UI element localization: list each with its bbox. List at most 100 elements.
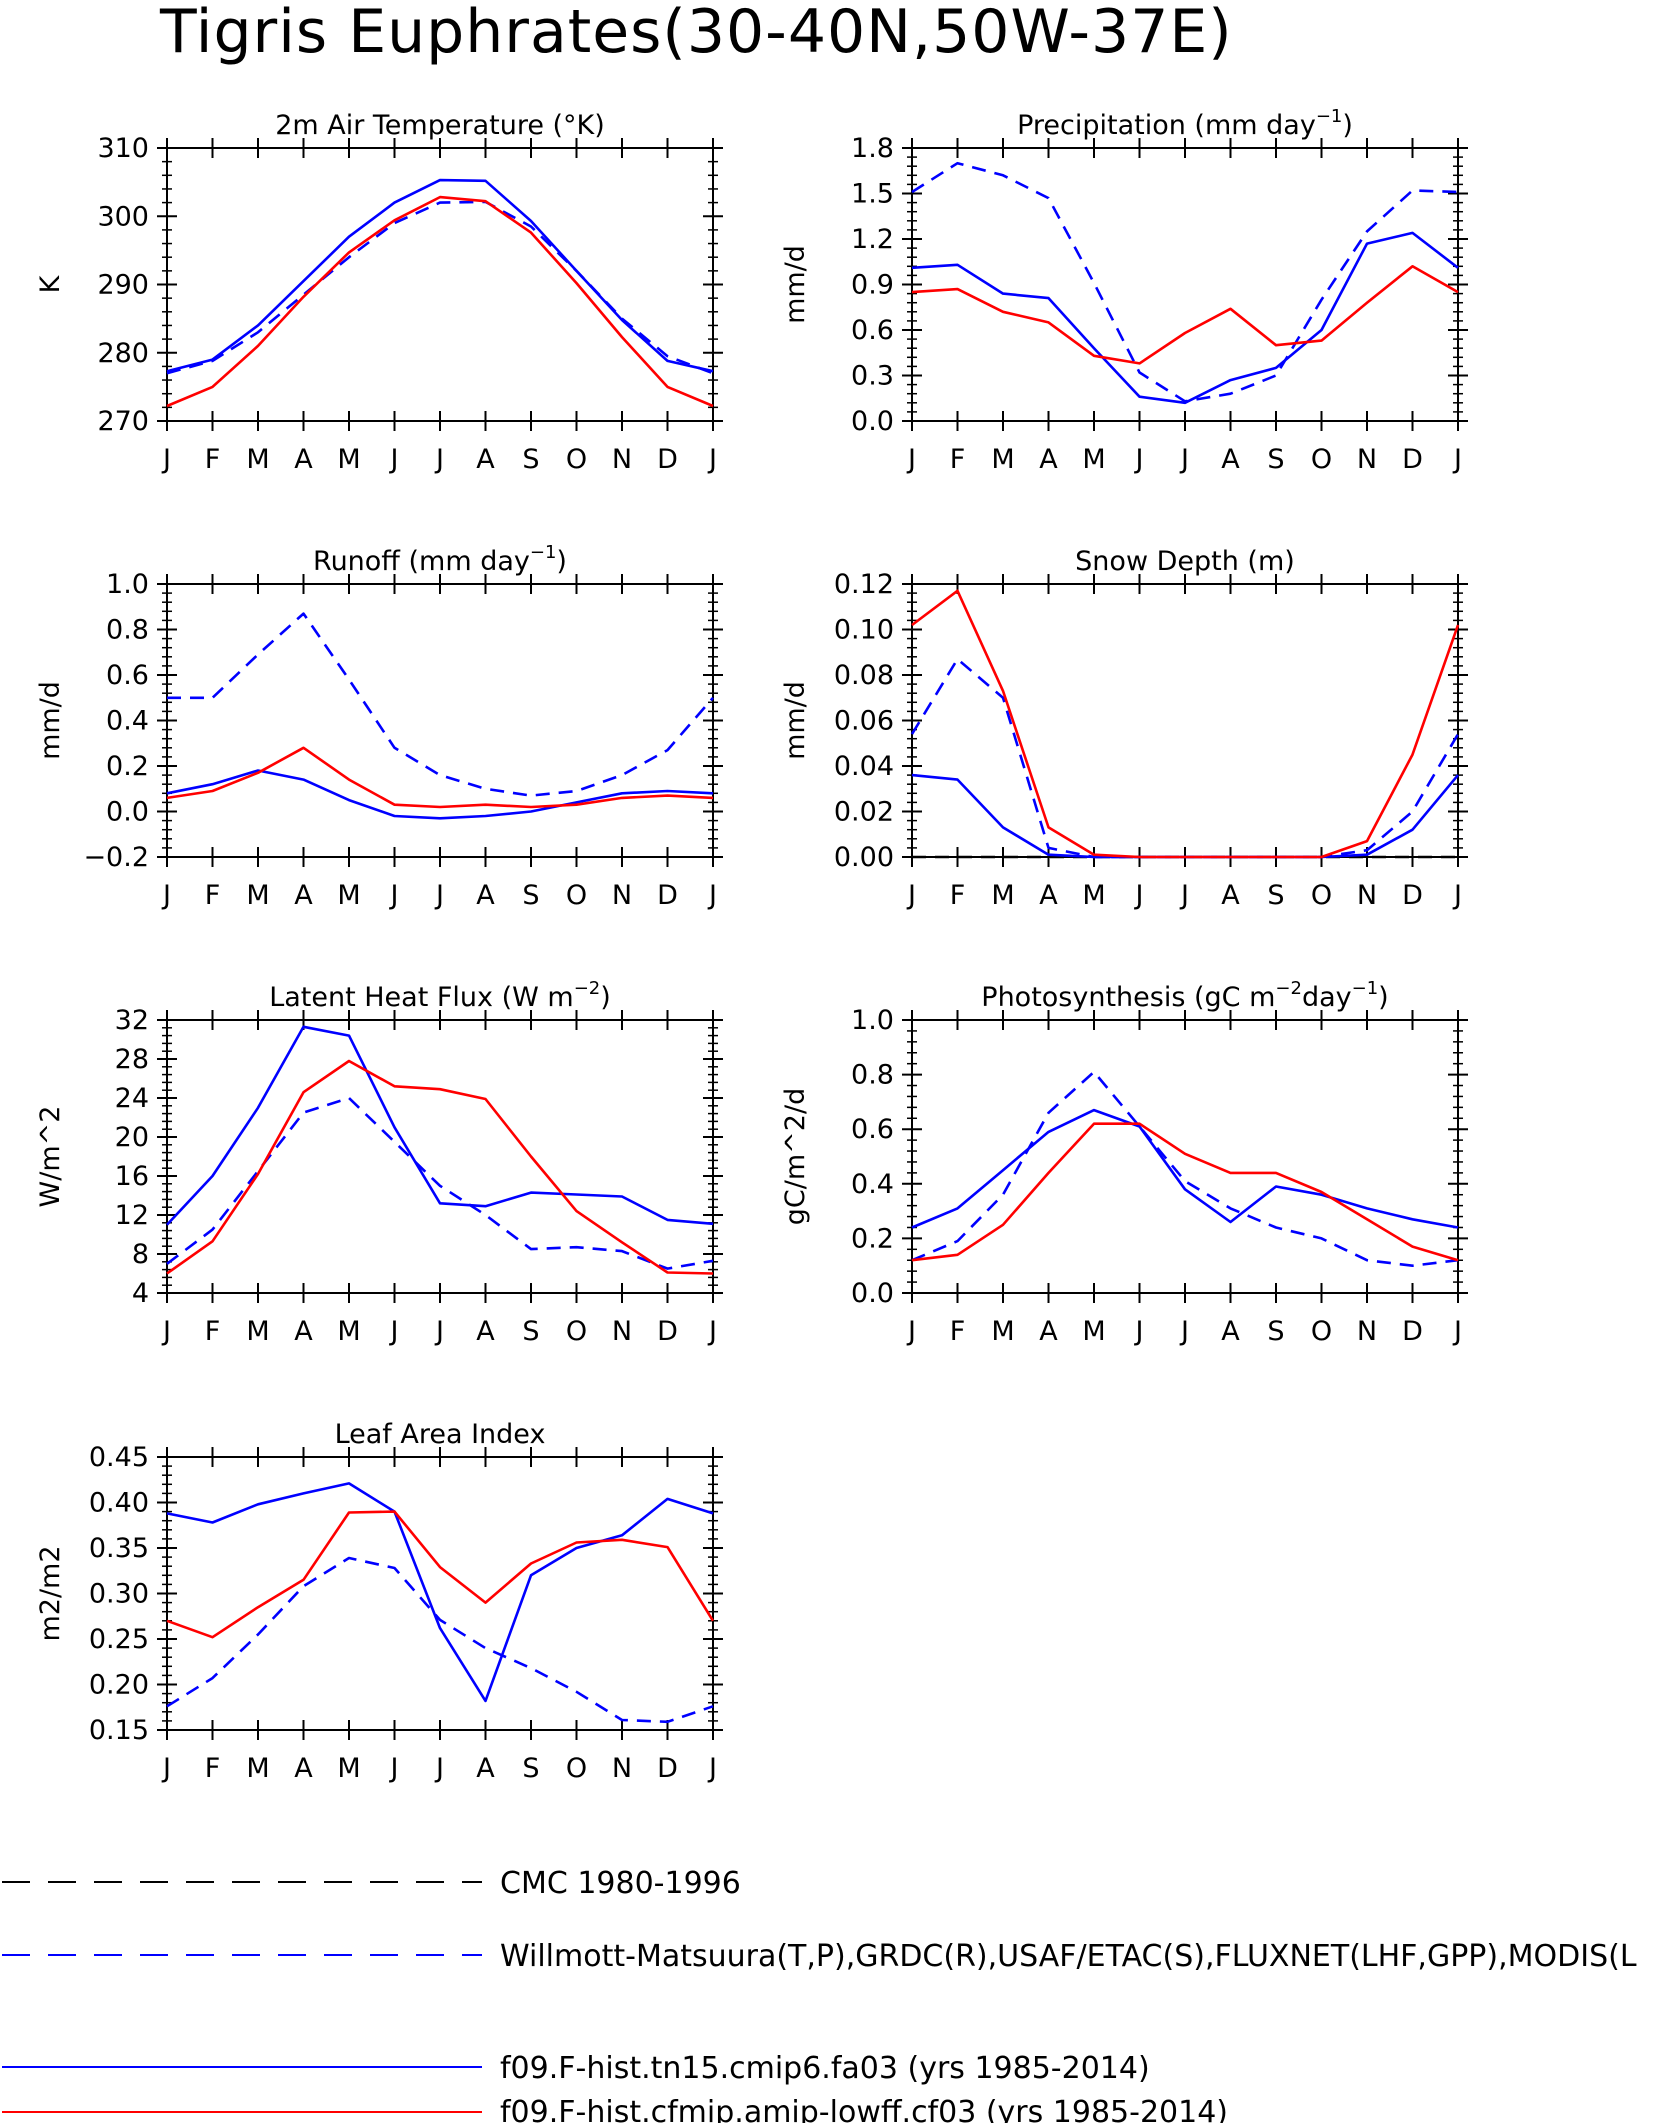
legend-label-cmc: CMC 1980-1996 <box>500 1866 741 1901</box>
panel-7: 0.150.200.250.300.350.400.45J F M A M J J A S O N D… <box>35 1419 723 1784</box>
x-tick-label: J <box>906 1316 916 1347</box>
x-tick-label: N <box>1357 1316 1377 1347</box>
x-tick-label: A <box>1221 1316 1240 1347</box>
x-tick-label: S <box>522 1753 539 1784</box>
y-tick-label: 20 <box>115 1122 149 1153</box>
x-tick-label: J <box>707 444 717 475</box>
x-tick-label: J <box>906 444 916 475</box>
y-tick-label: 1.0 <box>106 569 149 600</box>
x-tick-label: J <box>1452 880 1462 911</box>
x-tick-label: A <box>294 1753 313 1784</box>
series-line-willmott-matsuura-t-p-grdc-r-usaf-etac-s <box>911 161 1459 403</box>
x-tick-label: S <box>1267 444 1284 475</box>
y-tick-label: 0.2 <box>851 1223 894 1254</box>
legend-label-model-2: f09.F-hist.cfmip.amip-lowff.cf03 (yrs 19… <box>500 2095 1228 2123</box>
x-tick-label: J <box>161 1316 171 1347</box>
x-tick-label: D <box>657 880 678 911</box>
y-tick-label: 0.6 <box>106 660 149 691</box>
x-tick-label: J <box>434 1753 444 1784</box>
y-tick-label: 0.9 <box>851 270 894 301</box>
y-tick-label: 1.0 <box>851 1005 894 1036</box>
panel-4: 0.000.020.040.060.080.100.12J F M A M J J A S O N D… <box>780 546 1468 911</box>
series-line-willmott-matsuura-t-p-grdc-r-usaf-etac-s <box>166 1096 714 1270</box>
y-axis-label: m2/m2 <box>35 1545 66 1641</box>
x-tick-label: A <box>476 880 495 911</box>
y-tick-label: 0.0 <box>851 1278 894 1309</box>
x-tick-label: A <box>1221 880 1240 911</box>
x-tick-label: F <box>205 444 221 475</box>
x-tick-label: O <box>566 444 587 475</box>
series-line-willmott-matsuura-t-p-grdc-r-usaf-etac-s <box>910 657 1460 859</box>
x-tick-label: M <box>337 1753 360 1784</box>
x-tick-label: A <box>476 444 495 475</box>
x-tick-label: O <box>566 880 587 911</box>
y-tick-label: 0.45 <box>89 1442 149 1473</box>
y-tick-label: 280 <box>97 338 149 369</box>
panel-title: Photosynthesis (gC m−2day−1) <box>981 978 1388 1013</box>
x-tick-label: D <box>657 444 678 475</box>
x-tick-label: J <box>161 444 171 475</box>
x-tick-label: A <box>294 444 313 475</box>
y-axis-label: gC/m^2/d <box>780 1088 811 1225</box>
panel-title: Leaf Area Index <box>335 1419 546 1450</box>
legend-entry-obs: Willmott-Matsuura(T,P),GRDC(R),USAF/ETAC… <box>2 1939 1637 1974</box>
panel-3: −0.20.00.20.40.60.81.0J F M A M J J A S O N D JRunof… <box>35 542 723 911</box>
y-tick-label: 0.15 <box>89 1715 149 1746</box>
y-tick-label: 1.2 <box>851 224 894 255</box>
series-line-f09-f-hist-cfmip-amip-lowff-cf03-yrs-198 <box>166 1059 714 1275</box>
y-tick-label: 0.00 <box>834 842 894 873</box>
x-tick-label: M <box>1082 1316 1105 1347</box>
series-line-f09-f-hist-tn15-cmip6-fa03-yrs-1985-2014 <box>166 1482 714 1703</box>
x-tick-label: J <box>1452 444 1462 475</box>
y-tick-label: 12 <box>115 1200 149 1231</box>
y-tick-label: 0.10 <box>834 615 894 646</box>
x-tick-label: J <box>161 880 171 911</box>
x-tick-label: M <box>991 880 1014 911</box>
x-tick-label: J <box>707 1316 717 1347</box>
series-line-f09-f-hist-tn15-cmip6-fa03-yrs-1985-2014 <box>166 1025 714 1226</box>
legend-entry-cmc: CMC 1980-1996 <box>2 1866 741 1901</box>
y-axis-label: W/m^2 <box>35 1106 66 1208</box>
x-tick-label: M <box>337 444 360 475</box>
y-tick-label: 24 <box>115 1083 149 1114</box>
x-tick-label: F <box>950 880 966 911</box>
y-tick-label: 0.8 <box>106 615 149 646</box>
y-tick-label: 8 <box>132 1239 149 1270</box>
plot-frame <box>911 1019 1459 1294</box>
y-tick-label: 0.0 <box>106 797 149 828</box>
y-tick-label: 0.12 <box>834 569 894 600</box>
y-axis-label: mm/d <box>780 245 811 324</box>
x-tick-label: M <box>246 880 269 911</box>
plot-frame <box>166 147 714 422</box>
x-tick-label: F <box>205 1316 221 1347</box>
x-tick-label: M <box>246 444 269 475</box>
x-tick-label: D <box>657 1753 678 1784</box>
series-line-willmott-matsuura-t-p-grdc-r-usaf-etac-s <box>166 1556 714 1724</box>
x-tick-label: J <box>1179 880 1189 911</box>
x-tick-label: J <box>161 1753 171 1784</box>
y-tick-label: 4 <box>132 1278 149 1309</box>
x-tick-label: J <box>434 880 444 911</box>
series-line-f09-f-hist-cfmip-amip-lowff-cf03-yrs-198 <box>911 264 1459 365</box>
x-tick-label: J <box>1179 1316 1189 1347</box>
panel-title: Precipitation (mm day−1) <box>1017 106 1353 141</box>
series-line-f09-f-hist-tn15-cmip6-fa03-yrs-1985-2014 <box>911 773 1459 859</box>
x-tick-label: S <box>1267 1316 1284 1347</box>
y-tick-label: 1.8 <box>851 133 894 164</box>
x-tick-label: M <box>337 880 360 911</box>
plot-frame <box>166 1456 714 1731</box>
x-tick-label: J <box>707 880 717 911</box>
x-tick-label: N <box>612 1753 632 1784</box>
x-tick-label: N <box>612 1316 632 1347</box>
x-tick-label: A <box>1221 444 1240 475</box>
x-tick-label: J <box>906 880 916 911</box>
y-tick-label: 28 <box>115 1044 149 1075</box>
y-tick-label: 310 <box>97 133 149 164</box>
y-tick-label: 0.06 <box>834 706 894 737</box>
x-tick-label: J <box>707 1753 717 1784</box>
series-line-f09-f-hist-cfmip-amip-lowff-cf03-yrs-198 <box>166 195 714 408</box>
x-tick-label: J <box>1179 444 1189 475</box>
y-tick-label: 270 <box>97 406 149 437</box>
series-line-willmott-matsuura-t-p-grdc-r-usaf-etac-s <box>911 1070 1459 1267</box>
x-tick-label: F <box>950 1316 966 1347</box>
